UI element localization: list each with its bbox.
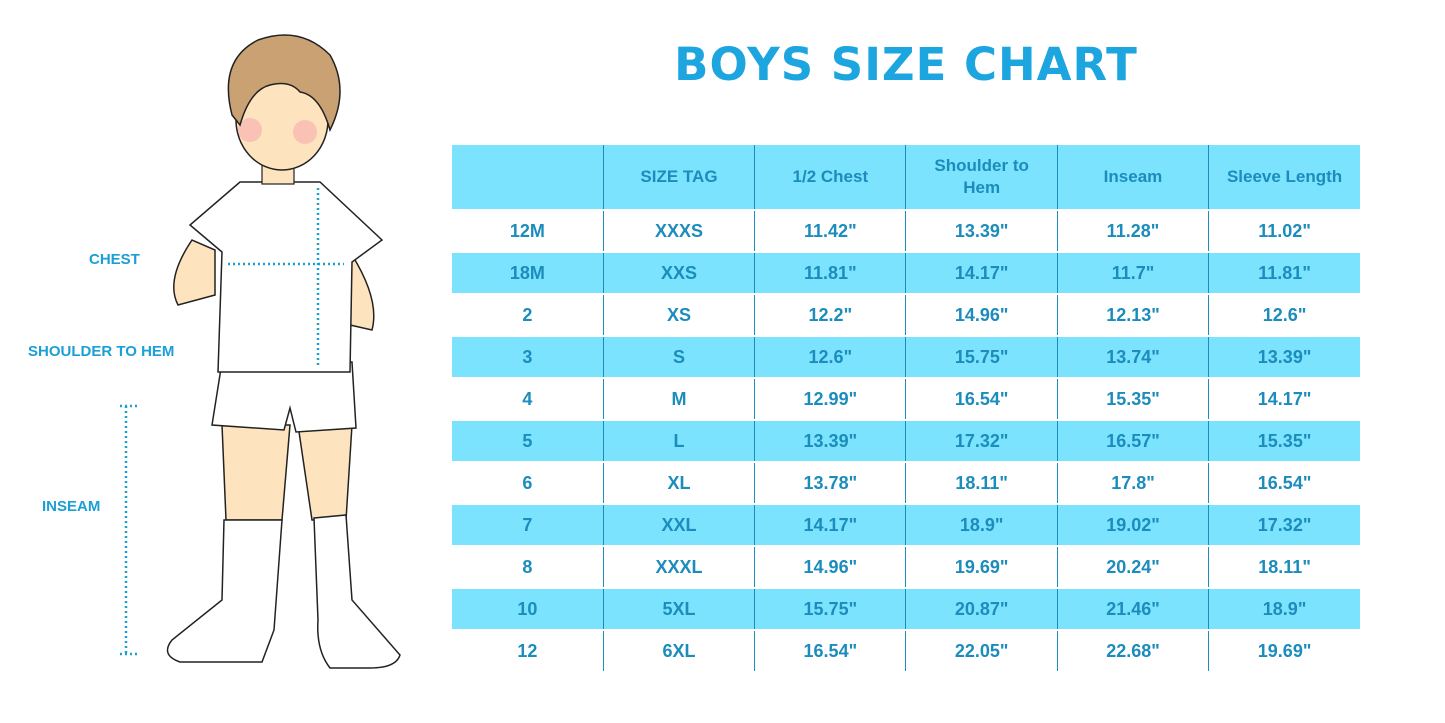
header-row: SIZE TAG 1/2 Chest Shoulder to Hem Inseam Sl…	[452, 145, 1360, 210]
table-row: 4 M 12.99" 16.54" 15.35" 14.17"	[452, 377, 1360, 420]
table-cell: 15.35"	[1056, 377, 1209, 420]
table-cell: M	[602, 377, 755, 420]
table-cell: 21.46"	[1056, 587, 1209, 630]
table-cell: XL	[602, 461, 755, 504]
column-header	[452, 145, 604, 210]
table-cell: 6	[452, 461, 604, 504]
table-row: 7 XXL 14.17" 18.9" 19.02" 17.32"	[452, 503, 1360, 546]
table-cell: 11.28"	[1056, 209, 1209, 252]
table-row: 3 S 12.6" 15.75" 13.74" 13.39"	[452, 335, 1360, 378]
table-cell: 3	[452, 335, 604, 378]
table-cell: 12	[452, 629, 604, 671]
table-row: 12M XXXS 11.42" 13.39" 11.28" 11.02"	[452, 209, 1360, 252]
table-cell: 14.17"	[905, 251, 1058, 294]
table-cell: 12.6"	[1208, 293, 1360, 336]
table-cell: 13.39"	[754, 419, 906, 462]
table-cell: XXS	[602, 251, 755, 294]
table-cell: 17.32"	[905, 419, 1058, 462]
table-row: 2 XS 12.2" 14.96" 12.13" 12.6"	[452, 293, 1360, 336]
table-cell: 13.39"	[905, 209, 1058, 252]
table-cell: 18.11"	[905, 461, 1058, 504]
table-cell: XXL	[602, 503, 755, 546]
table-cell: 22.68"	[1056, 629, 1209, 671]
table-cell: 12.2"	[754, 293, 906, 336]
table-cell: 11.81"	[1208, 251, 1360, 294]
table-cell: 18.11"	[1208, 545, 1360, 588]
table-cell: 19.69"	[1208, 629, 1360, 671]
table-cell: 14.17"	[754, 503, 906, 546]
table-cell: 19.69"	[905, 545, 1058, 588]
column-header: 1/2 Chest	[754, 145, 906, 210]
table-cell: 19.02"	[1056, 503, 1209, 546]
table-cell: 22.05"	[905, 629, 1058, 671]
table-cell: 11.7"	[1056, 251, 1209, 294]
table-cell: 16.54"	[754, 629, 906, 671]
table-cell: 5XL	[602, 587, 755, 630]
inseam-label: INSEAM	[42, 498, 101, 515]
table-cell: 18.9"	[905, 503, 1058, 546]
column-header: Inseam	[1056, 145, 1209, 210]
table-row: 6 XL 13.78" 18.11" 17.8" 16.54"	[452, 461, 1360, 504]
column-header: Shoulder to Hem	[905, 145, 1058, 210]
chest-label: CHEST	[89, 251, 140, 268]
table-cell: 8	[452, 545, 604, 588]
table-cell: XXXS	[602, 209, 755, 252]
table-cell: 14.96"	[905, 293, 1058, 336]
table-row: 12 6XL 16.54" 22.05" 22.68" 19.69"	[452, 629, 1360, 671]
table-cell: 15.75"	[754, 587, 906, 630]
table-cell: 6XL	[602, 629, 755, 671]
table-cell: 2	[452, 293, 604, 336]
table-cell: 16.57"	[1056, 419, 1209, 462]
table-cell: XXXL	[602, 545, 755, 588]
table-row: 8 XXXL 14.96" 19.69" 20.24" 18.11"	[452, 545, 1360, 588]
table-cell: 13.78"	[754, 461, 906, 504]
table-cell: L	[602, 419, 755, 462]
table-cell: S	[602, 335, 755, 378]
table-cell: 7	[452, 503, 604, 546]
shoulder-to-hem-label: SHOULDER TO HEM	[28, 343, 175, 360]
table-cell: 11.02"	[1208, 209, 1360, 252]
table-cell: 5	[452, 419, 604, 462]
table-cell: 15.35"	[1208, 419, 1360, 462]
table-cell: 20.24"	[1056, 545, 1209, 588]
table-cell: 18.9"	[1208, 587, 1360, 630]
size-table: SIZE TAG 1/2 Chest Shoulder to Hem Inseam Sl…	[452, 145, 1360, 671]
table-cell: 4	[452, 377, 604, 420]
table-cell: 18M	[452, 251, 604, 294]
boy-illustration	[120, 34, 401, 669]
table-cell: 11.81"	[754, 251, 906, 294]
column-header: Sleeve Length	[1208, 145, 1360, 210]
table-cell: 12.99"	[754, 377, 906, 420]
table-cell: 15.75"	[905, 335, 1058, 378]
table-row: 10 5XL 15.75" 20.87" 21.46" 18.9"	[452, 587, 1360, 630]
table-cell: 13.39"	[1208, 335, 1360, 378]
table-cell: 11.42"	[754, 209, 906, 252]
table-cell: 14.96"	[754, 545, 906, 588]
table-cell: 14.17"	[1208, 377, 1360, 420]
table-cell: 16.54"	[1208, 461, 1360, 504]
table-cell: 10	[452, 587, 604, 630]
table-cell: 17.8"	[1056, 461, 1209, 504]
table-cell: XS	[602, 293, 755, 336]
chart-title: BOYS SIZE CHART	[674, 38, 1138, 91]
table-cell: 20.87"	[905, 587, 1058, 630]
table-cell: 13.74"	[1056, 335, 1209, 378]
table-cell: 16.54"	[905, 377, 1058, 420]
table-cell: 17.32"	[1208, 503, 1360, 546]
column-header: SIZE TAG	[602, 145, 755, 210]
table-row: 18M XXS 11.81" 14.17" 11.7" 11.81"	[452, 251, 1360, 294]
table-cell: 12.13"	[1056, 293, 1209, 336]
table-cell: 12M	[452, 209, 604, 252]
table-cell: 12.6"	[754, 335, 906, 378]
table-row: 5 L 13.39" 17.32" 16.57" 15.35"	[452, 419, 1360, 462]
